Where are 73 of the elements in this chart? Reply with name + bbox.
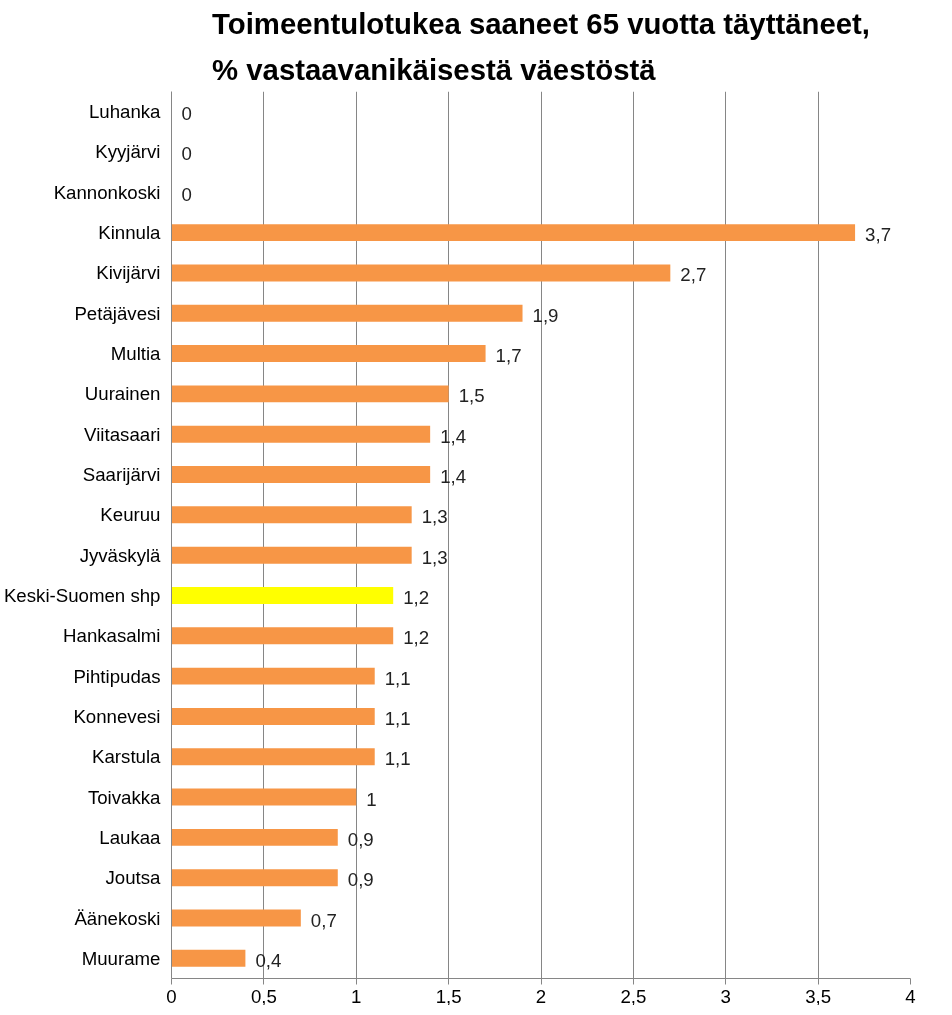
bar xyxy=(171,506,412,524)
data-label: 1,1 xyxy=(384,748,411,770)
y-tick-label: Kyyjärvi xyxy=(95,141,161,163)
data-label: 0,4 xyxy=(255,949,282,971)
data-label: 2,7 xyxy=(680,264,707,286)
bar xyxy=(171,546,412,564)
x-tick-label: 0 xyxy=(166,985,177,1007)
y-tick-label: Jyväskylä xyxy=(79,544,162,566)
y-tick-label: Pihtipudas xyxy=(73,665,161,687)
x-tick-label: 2,5 xyxy=(620,985,647,1007)
bar xyxy=(171,909,301,927)
x-tick-label: 1,5 xyxy=(435,985,462,1007)
y-tick-label: Keuruu xyxy=(100,504,161,526)
bar xyxy=(171,667,375,685)
x-tick-label: 0,5 xyxy=(250,985,277,1007)
x-tick-label: 3,5 xyxy=(805,985,832,1007)
bar xyxy=(171,264,671,282)
chart-title: Toimeentulotukea saaneet 65 vuotta täyttäneet, % vastaavanikäisestä väestöstä xyxy=(212,7,870,87)
bar xyxy=(171,949,246,967)
bar xyxy=(171,304,523,322)
data-label: 1,2 xyxy=(403,586,430,608)
y-tick-label: Uurainen xyxy=(84,383,161,405)
data-label: 1,2 xyxy=(403,627,430,649)
data-label: 1,1 xyxy=(384,667,411,689)
data-label: 1,4 xyxy=(440,425,467,447)
bar xyxy=(171,869,338,887)
x-tick-label: 2 xyxy=(535,985,547,1007)
data-label: 0 xyxy=(181,183,192,205)
y-tick-label: Joutsa xyxy=(105,867,162,889)
bar xyxy=(171,587,394,604)
x-tick-label: 4 xyxy=(905,985,916,1007)
y-tick-label: Keski-Suomen shp xyxy=(3,584,161,606)
data-label: 1,7 xyxy=(495,345,522,367)
y-tick-label: Muurame xyxy=(81,947,161,969)
y-tick-label: Kannonkoski xyxy=(53,181,161,203)
y-tick-label: Luhanka xyxy=(88,101,162,123)
y-tick-label: Konnevesi xyxy=(73,705,161,727)
bar xyxy=(171,425,431,443)
data-label: 0,9 xyxy=(347,828,374,850)
y-tick-label: Toivakka xyxy=(87,786,162,808)
data-label: 1,4 xyxy=(440,466,467,488)
bar xyxy=(171,748,375,766)
y-tick-label: Kivijärvi xyxy=(96,262,161,284)
x-tick-label: 1 xyxy=(351,985,362,1007)
bar xyxy=(171,466,431,483)
bar xyxy=(171,788,357,806)
y-tick-label: Äänekoski xyxy=(74,907,161,929)
y-tick-label: Hankasalmi xyxy=(63,625,161,647)
data-label: 0 xyxy=(181,103,192,125)
data-label: 3,7 xyxy=(865,224,892,246)
data-label: 1,9 xyxy=(532,304,559,326)
y-tick-label: Viitasaari xyxy=(84,423,161,445)
y-tick-label: Kinnula xyxy=(98,222,162,244)
bar xyxy=(171,707,375,725)
data-label: 1,3 xyxy=(421,546,448,568)
data-label: 0 xyxy=(181,143,192,165)
y-tick-label: Petäjävesi xyxy=(74,302,161,324)
y-tick-label: Saarijärvi xyxy=(82,464,161,486)
bar xyxy=(171,627,394,645)
data-label: 0,9 xyxy=(347,869,374,891)
y-tick-label: Laukaa xyxy=(99,826,162,848)
data-label: 1,5 xyxy=(458,385,485,407)
data-label: 1,1 xyxy=(384,707,411,729)
y-tick-label: Multia xyxy=(110,343,162,365)
bar xyxy=(171,385,449,403)
x-tick-label: 3 xyxy=(720,985,731,1007)
bar xyxy=(171,224,856,242)
data-label: 1,3 xyxy=(421,506,448,528)
y-tick-label: Karstula xyxy=(92,746,162,768)
bar xyxy=(171,828,338,846)
data-label: 1 xyxy=(366,788,377,810)
data-label: 0,7 xyxy=(310,909,337,931)
bar xyxy=(171,345,486,363)
